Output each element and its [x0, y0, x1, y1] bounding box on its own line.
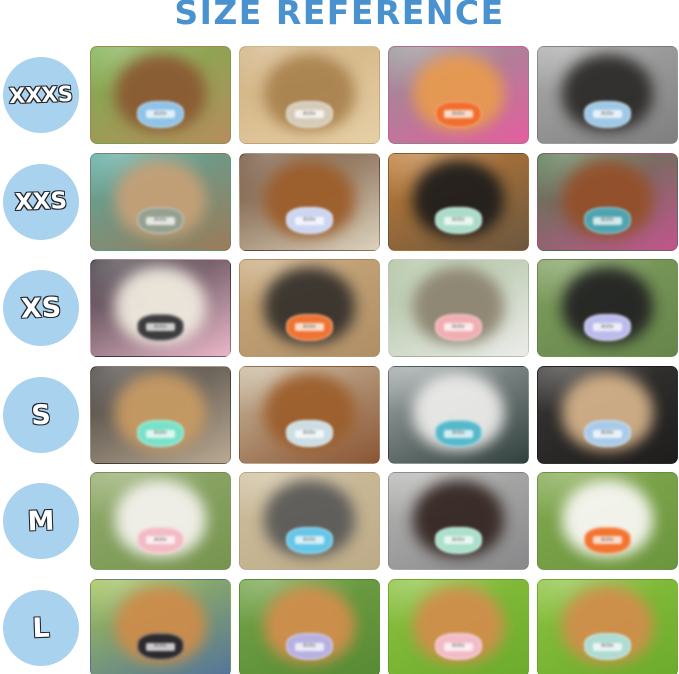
- harness-brand-label: Aiitle: [146, 323, 175, 332]
- harness-shape: Aiitle: [434, 526, 483, 554]
- size-badge-xxs: XXS: [1, 162, 81, 241]
- photo-black-white-puppy-grass: Aiitle: [537, 259, 678, 357]
- harness-brand-label: Aiitle: [146, 216, 175, 225]
- harness-shape: Aiitle: [285, 633, 334, 661]
- photo-bichon-orange-harness: Aiitle: [537, 472, 678, 570]
- harness-shape: Aiitle: [285, 100, 334, 128]
- harness-shape: Aiitle: [583, 313, 632, 341]
- harness-brand-label: Aiitle: [146, 536, 175, 545]
- harness-brand-label: Aiitle: [444, 429, 473, 438]
- size-badge-cell: XXS: [0, 153, 82, 251]
- photo-tabby-cat-windowsill: Aiitle: [388, 259, 529, 357]
- harness-shape: Aiitle: [434, 633, 483, 661]
- harness-brand-label: Aiitle: [593, 323, 622, 332]
- harness-shape: Aiitle: [583, 633, 632, 661]
- photo-shiba-puppy-sand: Aiitle: [239, 259, 380, 357]
- photo-tan-fluffy-puppy-car: Aiitle: [239, 46, 380, 144]
- photo-red-yorkiepoo-tile: Aiitle: [239, 152, 380, 251]
- harness-brand-label: Aiitle: [146, 642, 175, 651]
- size-badge-cell: L: [0, 579, 82, 674]
- photo-orange-kitten-pink-carrier: Aiitle: [388, 46, 529, 144]
- harness-shape: Aiitle: [583, 100, 632, 128]
- harness-shape: Aiitle: [434, 420, 483, 448]
- photo-shiba-lavender-harness: Aiitle: [239, 578, 380, 674]
- harness-shape: Aiitle: [136, 313, 185, 341]
- photo-shiba-mint-harness: Aiitle: [537, 578, 678, 674]
- harness-shape: Aiitle: [136, 207, 185, 235]
- harness-shape: Aiitle: [136, 526, 185, 554]
- photo-tan-puppy-shaggy-rug: Aiitle: [90, 152, 231, 251]
- size-badge-m: M: [1, 481, 81, 561]
- harness-brand-label: Aiitle: [444, 642, 473, 651]
- photo-white-doodle-park-path: Aiitle: [388, 365, 529, 464]
- harness-shape: Aiitle: [285, 207, 334, 235]
- harness-brand-label: Aiitle: [295, 642, 324, 651]
- harness-shape: Aiitle: [136, 100, 185, 128]
- harness-brand-label: Aiitle: [295, 216, 324, 225]
- photo-shiba-black-harness-profile: Aiitle: [90, 578, 231, 674]
- photo-black-puppy-autumn-leaves: Aiitle: [388, 152, 529, 251]
- harness-brand-label: Aiitle: [593, 110, 622, 119]
- harness-shape: Aiitle: [285, 420, 334, 448]
- harness-shape: Aiitle: [285, 526, 334, 554]
- harness-brand-label: Aiitle: [295, 110, 324, 119]
- size-badge-xs: XS: [1, 268, 81, 348]
- harness-brand-label: Aiitle: [444, 110, 473, 119]
- size-badge-xxxs: XXXS: [1, 55, 81, 135]
- photo-yorkie-picnic-table: Aiitle: [90, 46, 231, 144]
- harness-shape: Aiitle: [136, 420, 185, 448]
- photo-black-yorkie-top-view: Aiitle: [537, 46, 678, 144]
- photo-tan-puppy-car-seat: Aiitle: [537, 365, 678, 464]
- size-badge-s: S: [1, 375, 81, 454]
- harness-shape: Aiitle: [583, 420, 632, 448]
- harness-brand-label: Aiitle: [593, 536, 622, 545]
- harness-shape: Aiitle: [136, 633, 185, 661]
- page-title: SIZE REFERENCE: [174, 0, 505, 32]
- harness-brand-label: Aiitle: [146, 429, 175, 438]
- harness-shape: Aiitle: [583, 526, 632, 554]
- harness-brand-label: Aiitle: [295, 429, 324, 438]
- photo-schnauzer-top-view: Aiitle: [239, 472, 380, 570]
- size-badge-l: L: [1, 588, 81, 667]
- harness-brand-label: Aiitle: [146, 110, 175, 119]
- harness-shape: Aiitle: [434, 313, 483, 341]
- photo-chocolate-poodle-mint-harness: Aiitle: [388, 472, 529, 570]
- harness-brand-label: Aiitle: [593, 429, 622, 438]
- harness-shape: Aiitle: [434, 100, 483, 128]
- size-badge-cell: XS: [0, 259, 82, 357]
- harness-shape: Aiitle: [434, 207, 483, 235]
- photo-chihuahua-tropical-blanket: Aiitle: [537, 152, 678, 251]
- photo-tan-dog-mint-harness: Aiitle: [90, 365, 231, 464]
- harness-brand-label: Aiitle: [295, 323, 324, 332]
- size-badge-cell: S: [0, 366, 82, 464]
- harness-brand-label: Aiitle: [444, 216, 473, 225]
- photo-white-maltipoo-pink-blanket: Aiitle: [90, 259, 231, 357]
- size-grid: XXXS Aiitle Aiitle Aiitle Aiitle XXS Aiitle Aii…: [0, 46, 678, 674]
- size-badge-cell: XXXS: [0, 46, 82, 144]
- photo-shiba-pink-harness: Aiitle: [388, 578, 529, 674]
- photo-red-poodle-hardwood: Aiitle: [239, 365, 380, 464]
- harness-brand-label: Aiitle: [593, 642, 622, 651]
- harness-shape: Aiitle: [583, 207, 632, 235]
- harness-brand-label: Aiitle: [444, 536, 473, 545]
- photo-bichon-pink-harness-grass: Aiitle: [90, 472, 231, 570]
- harness-shape: Aiitle: [285, 313, 334, 341]
- harness-brand-label: Aiitle: [444, 323, 473, 332]
- size-badge-cell: M: [0, 472, 82, 570]
- harness-brand-label: Aiitle: [593, 216, 622, 225]
- harness-brand-label: Aiitle: [295, 536, 324, 545]
